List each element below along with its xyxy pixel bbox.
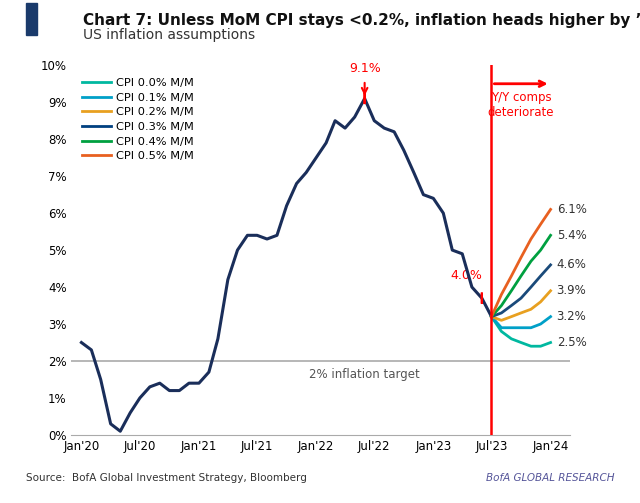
Text: 2% inflation target: 2% inflation target [309,368,420,381]
Text: BofA GLOBAL RESEARCH: BofA GLOBAL RESEARCH [486,473,614,483]
Text: 6.1%: 6.1% [557,203,586,216]
Text: Chart 7: Unless MoM CPI stays <0.2%, inflation heads higher by ’24: Chart 7: Unless MoM CPI stays <0.2%, inf… [83,13,640,28]
Text: Y/Y comps
deteriorate: Y/Y comps deteriorate [488,91,554,119]
Text: US inflation assumptions: US inflation assumptions [83,28,255,42]
Text: 4.0%: 4.0% [451,269,483,282]
Text: 4.6%: 4.6% [557,259,586,272]
Text: 9.1%: 9.1% [349,61,381,74]
Text: 3.9%: 3.9% [557,284,586,297]
Text: 5.4%: 5.4% [557,229,586,242]
Text: Source:  BofA Global Investment Strategy, Bloomberg: Source: BofA Global Investment Strategy,… [26,473,307,483]
Text: 2.5%: 2.5% [557,336,586,349]
Legend: CPI 0.0% M/M, CPI 0.1% M/M, CPI 0.2% M/M, CPI 0.3% M/M, CPI 0.4% M/M, CPI 0.5% M: CPI 0.0% M/M, CPI 0.1% M/M, CPI 0.2% M/M… [82,78,194,161]
Text: 3.2%: 3.2% [557,310,586,323]
